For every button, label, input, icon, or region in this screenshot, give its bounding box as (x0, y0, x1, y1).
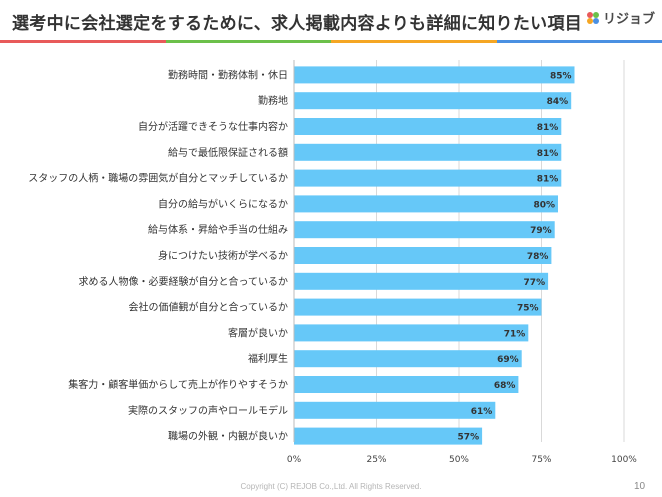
x-tick-label: 100% (611, 455, 637, 465)
bar (294, 324, 529, 342)
value-label: 81% (537, 123, 559, 133)
category-label: 求める人物像・必要経験が自分と合っているか (79, 275, 289, 288)
category-label: 福利厚生 (248, 352, 288, 365)
value-label: 79% (530, 226, 552, 236)
header-accent-line (0, 40, 662, 43)
copyright-footer: Copyright (C) REJOB Co.,Ltd. All Rights … (240, 482, 422, 491)
category-label: 会社の価値観が自分と合っているか (129, 301, 289, 314)
category-label: 自分の給与がいくらになるか (158, 197, 288, 210)
value-label: 77% (524, 278, 546, 288)
value-label: 69% (497, 355, 519, 365)
bar (294, 427, 483, 445)
value-label: 71% (504, 329, 526, 339)
bar (294, 376, 519, 393)
bar (294, 143, 562, 161)
bar (294, 92, 572, 110)
value-label: 85% (550, 71, 572, 81)
logo-text: リジョブ (603, 12, 656, 27)
bar (294, 350, 522, 368)
category-label: 自分が活躍できそうな仕事内容か (138, 120, 288, 133)
accent-segment-orange (331, 40, 497, 43)
category-label: 身につけたい技術が学べるか (158, 249, 288, 262)
value-label: 68% (494, 381, 516, 391)
value-label: 84% (547, 97, 569, 107)
bar (294, 195, 558, 213)
accent-segment-blue (496, 40, 662, 43)
bar (294, 221, 555, 239)
value-label: 80% (533, 200, 555, 210)
accent-segment-green (165, 40, 331, 43)
value-label: 61% (471, 407, 493, 417)
x-tick-label: 25% (366, 455, 386, 465)
bar (294, 66, 575, 84)
category-label: 職場の外観・内観が良いか (168, 430, 288, 443)
value-label: 75% (517, 304, 539, 314)
x-tick-label: 50% (449, 455, 469, 465)
page-title: 選考中に会社選定をするために、求人掲載内容よりも詳細に知りたい項目 (12, 14, 583, 34)
bar (294, 118, 562, 135)
category-label: 給与で最低限保証される額 (168, 146, 288, 159)
category-label: 集客力・顧客単価からして売上が作りやすそうか (68, 378, 288, 391)
bar (294, 247, 552, 264)
bar (294, 401, 496, 419)
category-label: 実際のスタッフの声やロールモデル (128, 404, 288, 417)
bar (294, 169, 562, 187)
logo-icon (587, 11, 599, 24)
category-label: 客層が良いか (228, 326, 288, 339)
bar (294, 298, 542, 316)
category-label: 勤務時間・勤務体制・休日 (168, 68, 288, 81)
accent-segment-red (0, 40, 166, 43)
value-label: 78% (527, 252, 549, 262)
x-tick-label: 0% (287, 455, 302, 465)
value-label: 81% (537, 175, 559, 185)
value-label: 81% (537, 149, 559, 159)
category-label: 勤務地 (258, 94, 288, 107)
value-label: 57% (458, 433, 480, 443)
page-number: 10 (634, 481, 646, 492)
category-label: スタッフの人柄・職場の雰囲気が自分とマッチしているか (28, 172, 288, 185)
category-label: 給与体系・昇給や手当の仕組み (148, 223, 288, 236)
x-tick-label: 75% (531, 455, 551, 465)
bar (294, 272, 549, 290)
logo: リジョブ (586, 8, 655, 27)
